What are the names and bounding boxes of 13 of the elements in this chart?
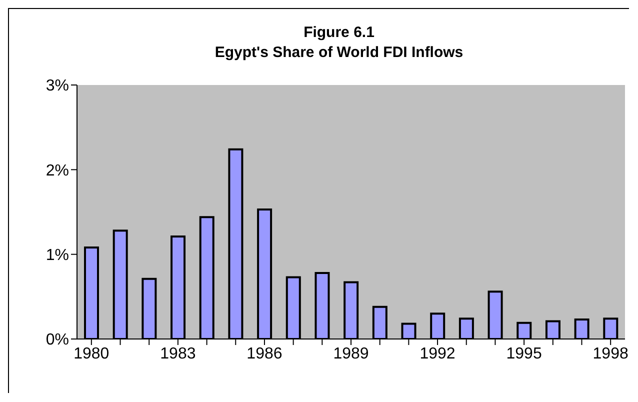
x-tick-label: 1980	[74, 345, 110, 362]
x-tick-label: 1986	[246, 345, 282, 362]
y-tick-label: 2%	[46, 162, 69, 180]
y-tick-label: 0%	[46, 332, 69, 349]
chart-title: Figure 6.1	[302, 23, 376, 43]
y-tick-label: 3%	[46, 78, 69, 95]
x-tick-label: 1983	[160, 345, 196, 362]
x-tick-label: 1989	[333, 345, 369, 362]
x-tick-label: 1995	[506, 345, 542, 362]
x-tick-label: 1992	[420, 345, 456, 362]
chart-subtitle: Egypt's Share of World FDI Inflows	[214, 43, 464, 63]
y-tick-label: 1%	[46, 247, 69, 264]
x-tick-label: 1998	[592, 345, 628, 362]
